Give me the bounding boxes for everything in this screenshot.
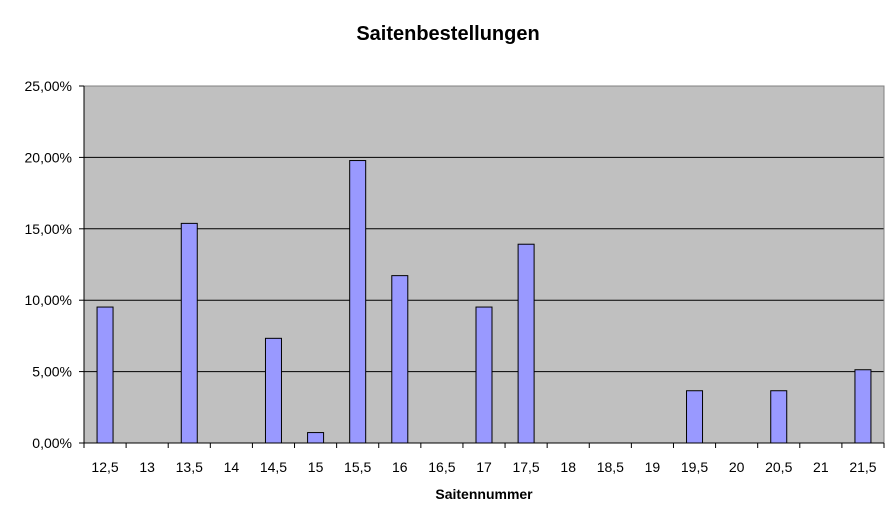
- bar-13-5: [180, 222, 198, 444]
- x-tick-label: 13: [139, 459, 155, 475]
- x-tick-label: 18,5: [597, 459, 624, 475]
- x-tick-label: 16,5: [428, 459, 455, 475]
- axes: [79, 85, 885, 448]
- y-tick-label: 25,00%: [25, 78, 72, 94]
- x-tick-label: 12,5: [91, 459, 118, 475]
- bar-14-5: [264, 337, 282, 444]
- x-axis-title: Saitennummer: [435, 486, 533, 502]
- bar-17: [475, 306, 493, 444]
- y-tick-label: 5,00%: [32, 364, 72, 380]
- x-tick-label: 20: [729, 459, 745, 475]
- y-tick-label: 10,00%: [25, 292, 72, 308]
- x-tick-label: 20,5: [765, 459, 792, 475]
- x-tick-label: 18: [560, 459, 576, 475]
- x-tick-label: 15,5: [344, 459, 371, 475]
- x-tick-labels: 12,5 13 13,5 14 14,5 15 15,5 16 16,5 17 17,5 18 18,5…: [91, 459, 876, 475]
- bar-15: [307, 432, 325, 444]
- bar-17-5: [517, 243, 535, 444]
- x-tick-label: 19: [645, 459, 661, 475]
- bar-20-5: [770, 390, 788, 444]
- bar-19-5: [686, 390, 704, 444]
- bar-12-5: [96, 306, 114, 444]
- x-tick-label: 14: [224, 459, 240, 475]
- x-tick-label: 17: [476, 459, 492, 475]
- bars: [96, 160, 872, 444]
- x-tick-label: 21: [813, 459, 829, 475]
- y-tick-label: 0,00%: [32, 435, 72, 451]
- x-tick-label: 21,5: [849, 459, 876, 475]
- chart-title: Saitenbestellungen: [356, 23, 539, 45]
- bar-16: [391, 275, 409, 444]
- x-tick-label: 14,5: [260, 459, 287, 475]
- gridlines: [84, 85, 884, 373]
- x-tick-label: 19,5: [681, 459, 708, 475]
- x-tick-label: 16: [392, 459, 408, 475]
- y-tick-label: 20,00%: [25, 149, 72, 165]
- y-tick-label: 15,00%: [25, 221, 72, 237]
- x-tick-label: 15: [308, 459, 324, 475]
- x-tick-label: 17,5: [512, 459, 539, 475]
- x-tick-label: 13,5: [176, 459, 203, 475]
- y-tick-labels: 0,00% 5,00% 10,00% 15,00% 20,00% 25,00%: [25, 78, 72, 451]
- bar-15-5: [349, 160, 367, 444]
- bar-21-5: [854, 369, 872, 444]
